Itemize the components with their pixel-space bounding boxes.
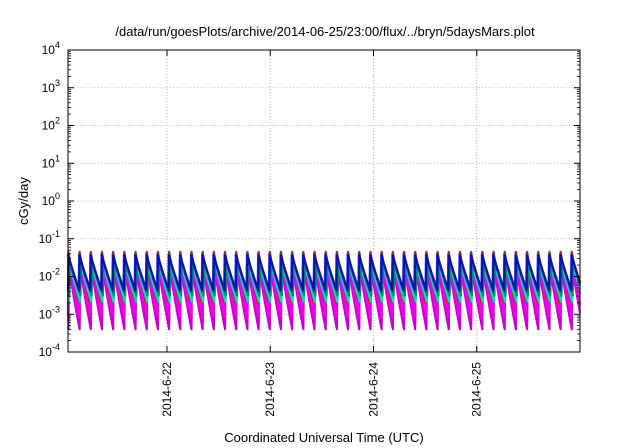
- y-tick-label: 103: [42, 78, 60, 95]
- y-tick-base: 10: [39, 232, 53, 246]
- y-tick-base: 10: [42, 119, 56, 133]
- y-tick-exponent: 2: [55, 116, 60, 126]
- y-tick-label: 10-3: [39, 304, 60, 321]
- y-tick-exponent: -3: [52, 304, 60, 314]
- y-tick-exponent: 4: [55, 40, 60, 50]
- y-tick-base: 10: [42, 194, 56, 208]
- x-tick-label: 2014-6-25: [470, 362, 484, 417]
- y-tick-label: 10-4: [39, 342, 60, 359]
- x-axis: 2014-6-22 2014-6-23 2014-6-24 2014-6-25: [160, 50, 484, 417]
- y-tick-exponent: 3: [55, 78, 60, 88]
- y-tick-exponent: -4: [52, 342, 60, 352]
- y-tick-label: 10-2: [39, 267, 60, 284]
- chart-title: /data/run/goesPlots/archive/2014-06-25/2…: [115, 24, 535, 39]
- y-tick-label: 10-1: [39, 229, 60, 246]
- y-tick-exponent: 0: [55, 191, 60, 201]
- x-tick-label: 2014-6-24: [366, 362, 380, 417]
- y-tick-base: 10: [39, 270, 53, 284]
- y-tick-base: 10: [42, 43, 56, 57]
- x-axis-label: Coordinated Universal Time (UTC): [224, 430, 423, 445]
- y-tick-exponent: 1: [55, 153, 60, 163]
- x-tick-label: 2014-6-22: [160, 362, 174, 417]
- y-tick-label: 100: [42, 191, 60, 208]
- y-tick-base: 10: [39, 307, 53, 321]
- y-tick-base: 10: [39, 345, 53, 359]
- y-tick-label: 101: [42, 153, 60, 170]
- series-group: [66, 250, 582, 331]
- x-tick-label: 2014-6-23: [263, 362, 277, 417]
- y-tick-label: 104: [42, 40, 60, 57]
- y-tick-base: 10: [42, 156, 56, 170]
- series-line-9: [66, 253, 582, 292]
- y-axis-label: cGy/day: [16, 177, 31, 225]
- y-tick-base: 10: [42, 81, 56, 95]
- y-tick-exponent: -1: [52, 229, 60, 239]
- y-tick-label: 102: [42, 116, 60, 133]
- y-tick-exponent: -2: [52, 267, 60, 277]
